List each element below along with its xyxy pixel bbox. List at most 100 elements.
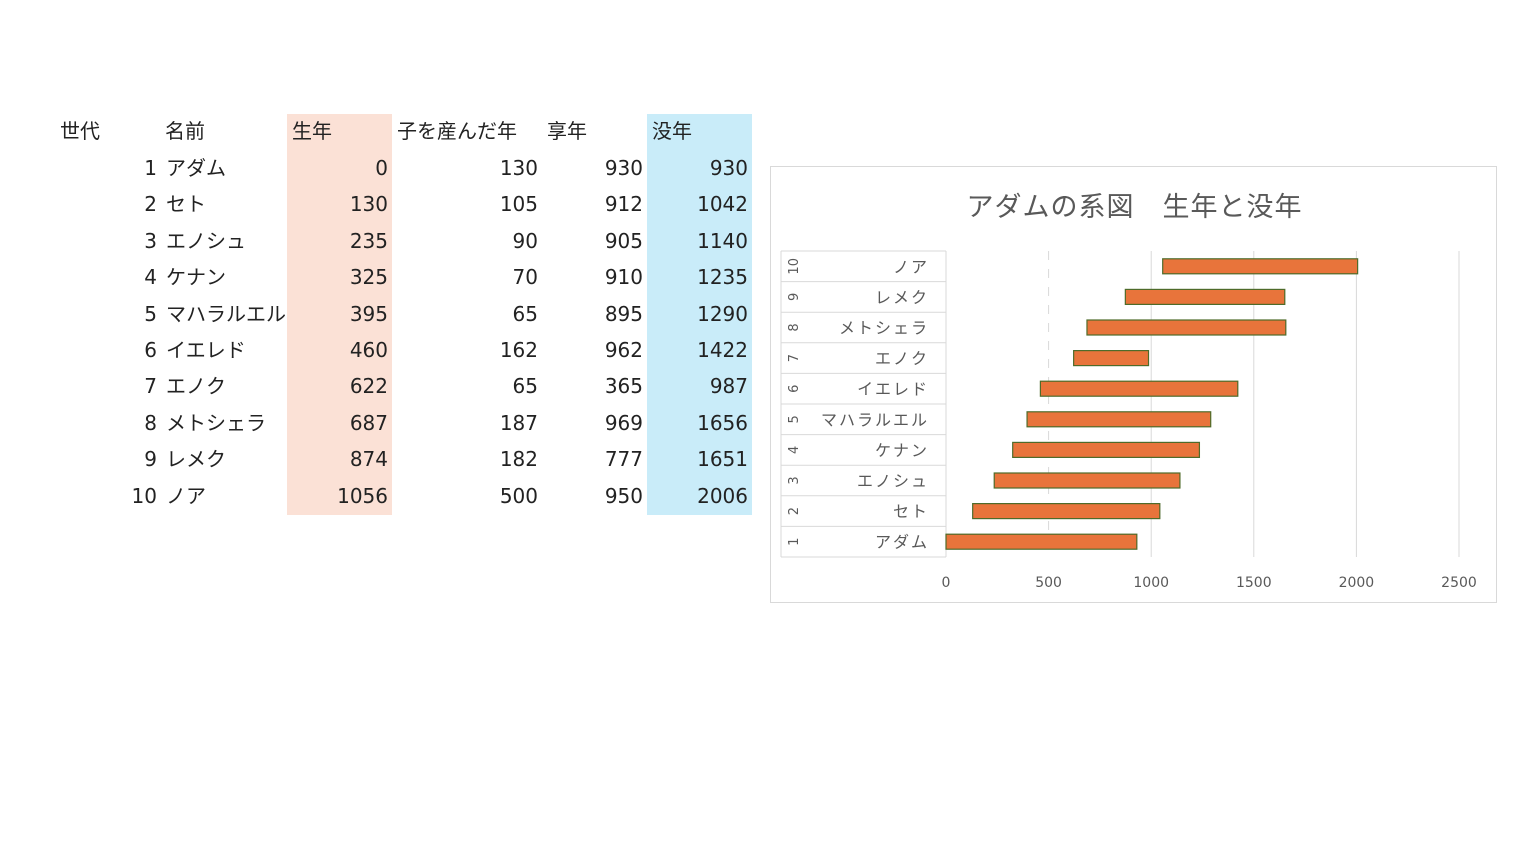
x-tick-label: 1000 [1133,575,1169,591]
cell-lifespan[interactable]: 930 [604,156,643,180]
cell-death[interactable]: 1140 [697,228,748,253]
category-name-label: ケナン [875,441,929,460]
cell-name[interactable]: アダム [166,156,226,180]
category-generation-label: 9 [787,293,802,301]
bar-chart: アダム 1 セト 2 エノシュ 3 ケナン 4 マハラルエル 5 イエレド 6 エノク 7 メトシェラ 8 レメ… [780,250,1477,591]
category-name-label: セト [893,502,929,521]
x-tick-label: 1500 [1236,575,1272,591]
cell-generation[interactable]: 1 [144,156,157,180]
cell-child-year[interactable]: 500 [499,483,538,508]
cell-name[interactable]: イエレド [166,338,246,362]
cell-name[interactable]: ノア [166,483,206,508]
bar-9 [1124,288,1286,306]
cell-death[interactable]: 2006 [697,483,748,508]
cell-death[interactable]: 1422 [697,338,748,362]
cell-birth[interactable]: 235 [349,228,388,253]
cell-name[interactable]: マハラルエル [166,301,286,326]
header-birth[interactable]: 生年 [292,119,332,143]
x-tick-label: 500 [1035,575,1062,591]
cell-birth[interactable]: 622 [349,374,388,399]
cell-name[interactable]: セト [166,192,206,217]
bar-1 [945,533,1138,550]
cell-death[interactable]: 1042 [697,192,748,217]
x-tick-label: 2500 [1441,575,1477,591]
chart-title: アダムの系図 生年と没年 [966,192,1303,223]
category-generation-label: 3 [787,476,802,484]
category-name-label: レメク [875,288,929,307]
category-name-label: イエレド [857,380,929,399]
cell-child-year[interactable]: 90 [512,228,538,253]
cell-name[interactable]: メトシェラ [166,410,266,435]
cell-name[interactable]: レメク [166,447,226,472]
category-name-label: エノク [875,349,929,368]
header-death[interactable]: 没年 [652,119,692,143]
cell-death[interactable]: 930 [709,156,748,180]
cell-child-year[interactable]: 162 [499,338,538,362]
category-name-label: メトシェラ [839,319,929,338]
cell-lifespan[interactable]: 895 [604,301,643,326]
cell-death[interactable]: 987 [709,374,748,399]
chart-area[interactable]: アダムの系図 生年と没年 アダム 1 セト 2 エノシュ 3 ケナン 4 マハラルエル 5 イエレド… [770,166,1497,603]
cell-lifespan[interactable]: 969 [604,410,643,435]
cell-child-year[interactable]: 105 [499,192,538,217]
cell-death[interactable]: 1235 [697,265,748,290]
cell-lifespan[interactable]: 365 [604,374,643,399]
bar-2 [972,503,1161,520]
cell-child-year[interactable]: 182 [499,447,538,472]
spreadsheet: 世代 名前 生年 子を産んだ年 享年 没年 1 アダム 0 130 930 930 2 セト 1… [0,0,760,530]
cell-name[interactable]: エノク [166,374,226,399]
header-name[interactable]: 名前 [165,119,205,143]
cell-generation[interactable]: 4 [144,265,157,290]
cell-lifespan[interactable]: 962 [604,338,643,362]
cell-child-year[interactable]: 130 [499,156,538,180]
cell-child-year[interactable]: 70 [512,265,538,290]
cell-death[interactable]: 1290 [697,301,748,326]
header-lifespan[interactable]: 享年 [547,119,587,143]
category-generation-label: 4 [787,446,802,454]
cell-lifespan[interactable]: 905 [604,228,643,253]
category-name-label: ノア [893,257,929,276]
bar-5 [1026,411,1212,428]
cell-child-year[interactable]: 65 [512,301,538,326]
cell-generation[interactable]: 2 [144,192,157,217]
bar-3 [993,472,1181,489]
category-generation-label: 6 [787,385,802,393]
cell-child-year[interactable]: 187 [499,410,538,435]
cell-lifespan[interactable]: 777 [604,447,643,472]
bar-10 [1162,258,1359,275]
death-column-highlight [647,114,752,515]
cell-generation[interactable]: 5 [144,301,157,326]
category-name-label: アダム [875,533,929,552]
bar-8 [1086,319,1287,336]
cell-birth[interactable]: 1056 [337,483,388,508]
cell-name[interactable]: エノシュ [166,228,246,253]
cell-birth[interactable]: 325 [349,265,388,290]
category-generation-label: 8 [787,323,802,331]
header-child-year[interactable]: 子を産んだ年 [397,119,517,143]
cell-death[interactable]: 1656 [697,410,748,435]
cell-generation[interactable]: 8 [144,410,157,435]
cell-name[interactable]: ケナン [166,265,226,290]
cell-generation[interactable]: 10 [131,483,157,508]
cell-birth[interactable]: 687 [349,410,388,435]
category-generation-label: 10 [787,258,802,275]
category-generation-label: 2 [787,507,802,515]
cell-birth[interactable]: 130 [349,192,388,217]
cell-birth[interactable]: 460 [349,338,388,362]
cell-birth[interactable]: 874 [349,447,388,472]
category-name-label: エノシュ [857,472,929,491]
cell-generation[interactable]: 3 [144,228,157,253]
cell-lifespan[interactable]: 950 [604,483,643,508]
cell-generation[interactable]: 9 [144,447,157,472]
cell-birth[interactable]: 395 [349,301,388,326]
cell-generation[interactable]: 6 [144,338,157,362]
category-generation-label: 1 [787,538,802,546]
cell-death[interactable]: 1651 [697,447,748,472]
cell-birth[interactable]: 0 [375,156,388,180]
cell-lifespan[interactable]: 910 [604,265,643,290]
header-generation[interactable]: 世代 [60,119,100,143]
cell-lifespan[interactable]: 912 [604,192,643,217]
cell-generation[interactable]: 7 [144,374,157,399]
birth-column-highlight [287,114,392,515]
cell-child-year[interactable]: 65 [512,374,538,399]
